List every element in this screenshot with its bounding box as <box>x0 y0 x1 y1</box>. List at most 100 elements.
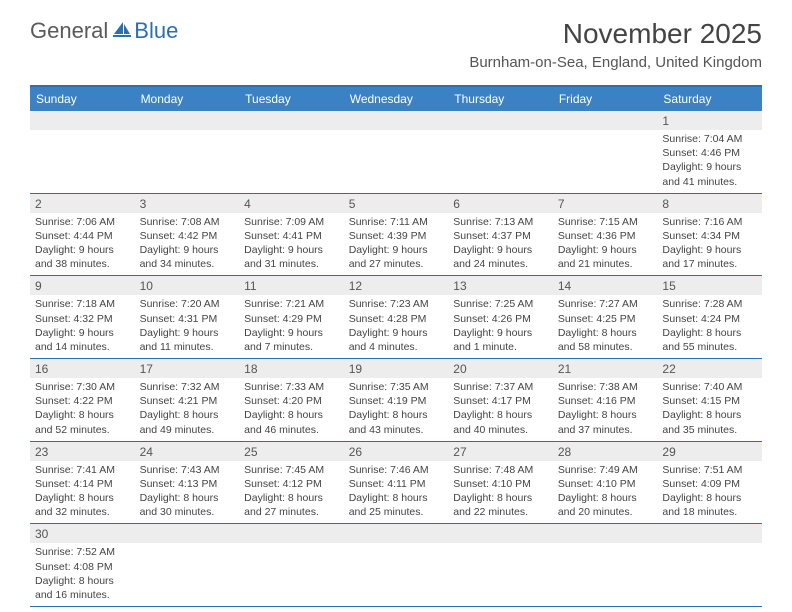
sunrise-text: Sunrise: 7:15 AM <box>558 215 653 229</box>
sunrise-text: Sunrise: 7:20 AM <box>140 297 235 311</box>
daylight-text: and 46 minutes. <box>244 423 339 437</box>
daylight-text: and 58 minutes. <box>558 340 653 354</box>
day-number: 17 <box>135 359 240 378</box>
calendar-cell-empty <box>30 111 135 194</box>
day-number: 23 <box>30 442 135 461</box>
title-block: November 2025 Burnham-on-Sea, England, U… <box>469 18 762 71</box>
daylight-text: and 49 minutes. <box>140 423 235 437</box>
sunset-text: Sunset: 4:21 PM <box>140 394 235 408</box>
calendar-cell: 22Sunrise: 7:40 AMSunset: 4:15 PMDayligh… <box>657 359 762 442</box>
daylight-text: Daylight: 9 hours <box>35 326 130 340</box>
calendar-cell: 2Sunrise: 7:06 AMSunset: 4:44 PMDaylight… <box>30 194 135 277</box>
daylight-text: Daylight: 8 hours <box>35 408 130 422</box>
sunrise-text: Sunrise: 7:35 AM <box>349 380 444 394</box>
sunset-text: Sunset: 4:46 PM <box>662 146 757 160</box>
calendar-cell: 12Sunrise: 7:23 AMSunset: 4:28 PMDayligh… <box>344 276 449 359</box>
daylight-text: and 31 minutes. <box>244 257 339 271</box>
calendar-cell-empty <box>344 111 449 194</box>
daylight-text: Daylight: 8 hours <box>35 491 130 505</box>
daylight-text: Daylight: 9 hours <box>349 243 444 257</box>
sunset-text: Sunset: 4:10 PM <box>453 477 548 491</box>
day-number: 16 <box>30 359 135 378</box>
daylight-text: Daylight: 9 hours <box>662 243 757 257</box>
daylight-text: Daylight: 9 hours <box>244 243 339 257</box>
daylight-text: Daylight: 8 hours <box>140 491 235 505</box>
day-number: 19 <box>344 359 449 378</box>
dow-friday: Friday <box>553 87 658 111</box>
sail-icon <box>112 20 132 43</box>
day-number: 5 <box>344 194 449 213</box>
sunset-text: Sunset: 4:26 PM <box>453 312 548 326</box>
sunrise-text: Sunrise: 7:28 AM <box>662 297 757 311</box>
sunrise-text: Sunrise: 7:38 AM <box>558 380 653 394</box>
sunset-text: Sunset: 4:11 PM <box>349 477 444 491</box>
day-number: 10 <box>135 276 240 295</box>
calendar-cell: 17Sunrise: 7:32 AMSunset: 4:21 PMDayligh… <box>135 359 240 442</box>
daylight-text: Daylight: 8 hours <box>35 574 130 588</box>
sunrise-text: Sunrise: 7:21 AM <box>244 297 339 311</box>
sunrise-text: Sunrise: 7:08 AM <box>140 215 235 229</box>
sunset-text: Sunset: 4:25 PM <box>558 312 653 326</box>
daylight-text: Daylight: 8 hours <box>453 408 548 422</box>
sunset-text: Sunset: 4:24 PM <box>662 312 757 326</box>
daylight-text: Daylight: 9 hours <box>349 326 444 340</box>
sunset-text: Sunset: 4:20 PM <box>244 394 339 408</box>
daylight-text: and 52 minutes. <box>35 423 130 437</box>
sunrise-text: Sunrise: 7:45 AM <box>244 463 339 477</box>
daylight-text: and 22 minutes. <box>453 505 548 519</box>
day-number: 9 <box>30 276 135 295</box>
daylight-text: and 37 minutes. <box>558 423 653 437</box>
calendar-cell: 8Sunrise: 7:16 AMSunset: 4:34 PMDaylight… <box>657 194 762 277</box>
calendar-cell: 18Sunrise: 7:33 AMSunset: 4:20 PMDayligh… <box>239 359 344 442</box>
calendar: Sunday Monday Tuesday Wednesday Thursday… <box>30 85 762 607</box>
daylight-text: and 20 minutes. <box>558 505 653 519</box>
calendar-cell: 28Sunrise: 7:49 AMSunset: 4:10 PMDayligh… <box>553 442 658 525</box>
calendar-cell: 3Sunrise: 7:08 AMSunset: 4:42 PMDaylight… <box>135 194 240 277</box>
daylight-text: and 4 minutes. <box>349 340 444 354</box>
sunset-text: Sunset: 4:17 PM <box>453 394 548 408</box>
day-number: 6 <box>448 194 553 213</box>
calendar-cell: 5Sunrise: 7:11 AMSunset: 4:39 PMDaylight… <box>344 194 449 277</box>
sunrise-text: Sunrise: 7:48 AM <box>453 463 548 477</box>
day-number: 20 <box>448 359 553 378</box>
daylight-text: Daylight: 9 hours <box>558 243 653 257</box>
day-number: 13 <box>448 276 553 295</box>
sunrise-text: Sunrise: 7:41 AM <box>35 463 130 477</box>
sunset-text: Sunset: 4:36 PM <box>558 229 653 243</box>
sunrise-text: Sunrise: 7:27 AM <box>558 297 653 311</box>
calendar-cell-empty <box>135 111 240 194</box>
calendar-cell-empty <box>657 524 762 607</box>
calendar-cell: 23 Sunrise: 7:41 AMSunset: 4:14 PMDayligh… <box>30 442 135 525</box>
sunrise-text: Sunrise: 7:43 AM <box>140 463 235 477</box>
daylight-text: and 32 minutes. <box>35 505 130 519</box>
calendar-cell-empty <box>239 524 344 607</box>
calendar-cell: 19Sunrise: 7:35 AMSunset: 4:19 PMDayligh… <box>344 359 449 442</box>
sunset-text: Sunset: 4:41 PM <box>244 229 339 243</box>
sunrise-text: Sunrise: 7:25 AM <box>453 297 548 311</box>
daylight-text: and 34 minutes. <box>140 257 235 271</box>
calendar-cell: 15Sunrise: 7:28 AMSunset: 4:24 PMDayligh… <box>657 276 762 359</box>
calendar-cell: 9Sunrise: 7:18 AMSunset: 4:32 PMDaylight… <box>30 276 135 359</box>
day-number: 18 <box>239 359 344 378</box>
calendar-cell-empty <box>553 524 658 607</box>
daylight-text: Daylight: 8 hours <box>558 491 653 505</box>
calendar-cell: 30Sunrise: 7:52 AMSunset: 4:08 PMDayligh… <box>30 524 135 607</box>
sunset-text: Sunset: 4:12 PM <box>244 477 339 491</box>
day-number: 30 <box>30 524 135 543</box>
calendar-header-row: Sunday Monday Tuesday Wednesday Thursday… <box>30 87 762 111</box>
sunset-text: Sunset: 4:14 PM <box>35 477 130 491</box>
day-number: 27 <box>448 442 553 461</box>
daylight-text: and 7 minutes. <box>244 340 339 354</box>
calendar-cell-empty <box>135 524 240 607</box>
calendar-cell: 21Sunrise: 7:38 AMSunset: 4:16 PMDayligh… <box>553 359 658 442</box>
sunrise-text: Sunrise: 7:06 AM <box>35 215 130 229</box>
daylight-text: and 21 minutes. <box>558 257 653 271</box>
day-number: 7 <box>553 194 658 213</box>
sunrise-text: Sunrise: 7:11 AM <box>349 215 444 229</box>
sunrise-text: Sunrise: 7:37 AM <box>453 380 548 394</box>
calendar-cell: 11Sunrise: 7:21 AMSunset: 4:29 PMDayligh… <box>239 276 344 359</box>
calendar-cell: 6Sunrise: 7:13 AMSunset: 4:37 PMDaylight… <box>448 194 553 277</box>
daylight-text: Daylight: 8 hours <box>662 408 757 422</box>
calendar-cell: 27Sunrise: 7:48 AMSunset: 4:10 PMDayligh… <box>448 442 553 525</box>
calendar-cell: 29Sunrise: 7:51 AMSunset: 4:09 PMDayligh… <box>657 442 762 525</box>
